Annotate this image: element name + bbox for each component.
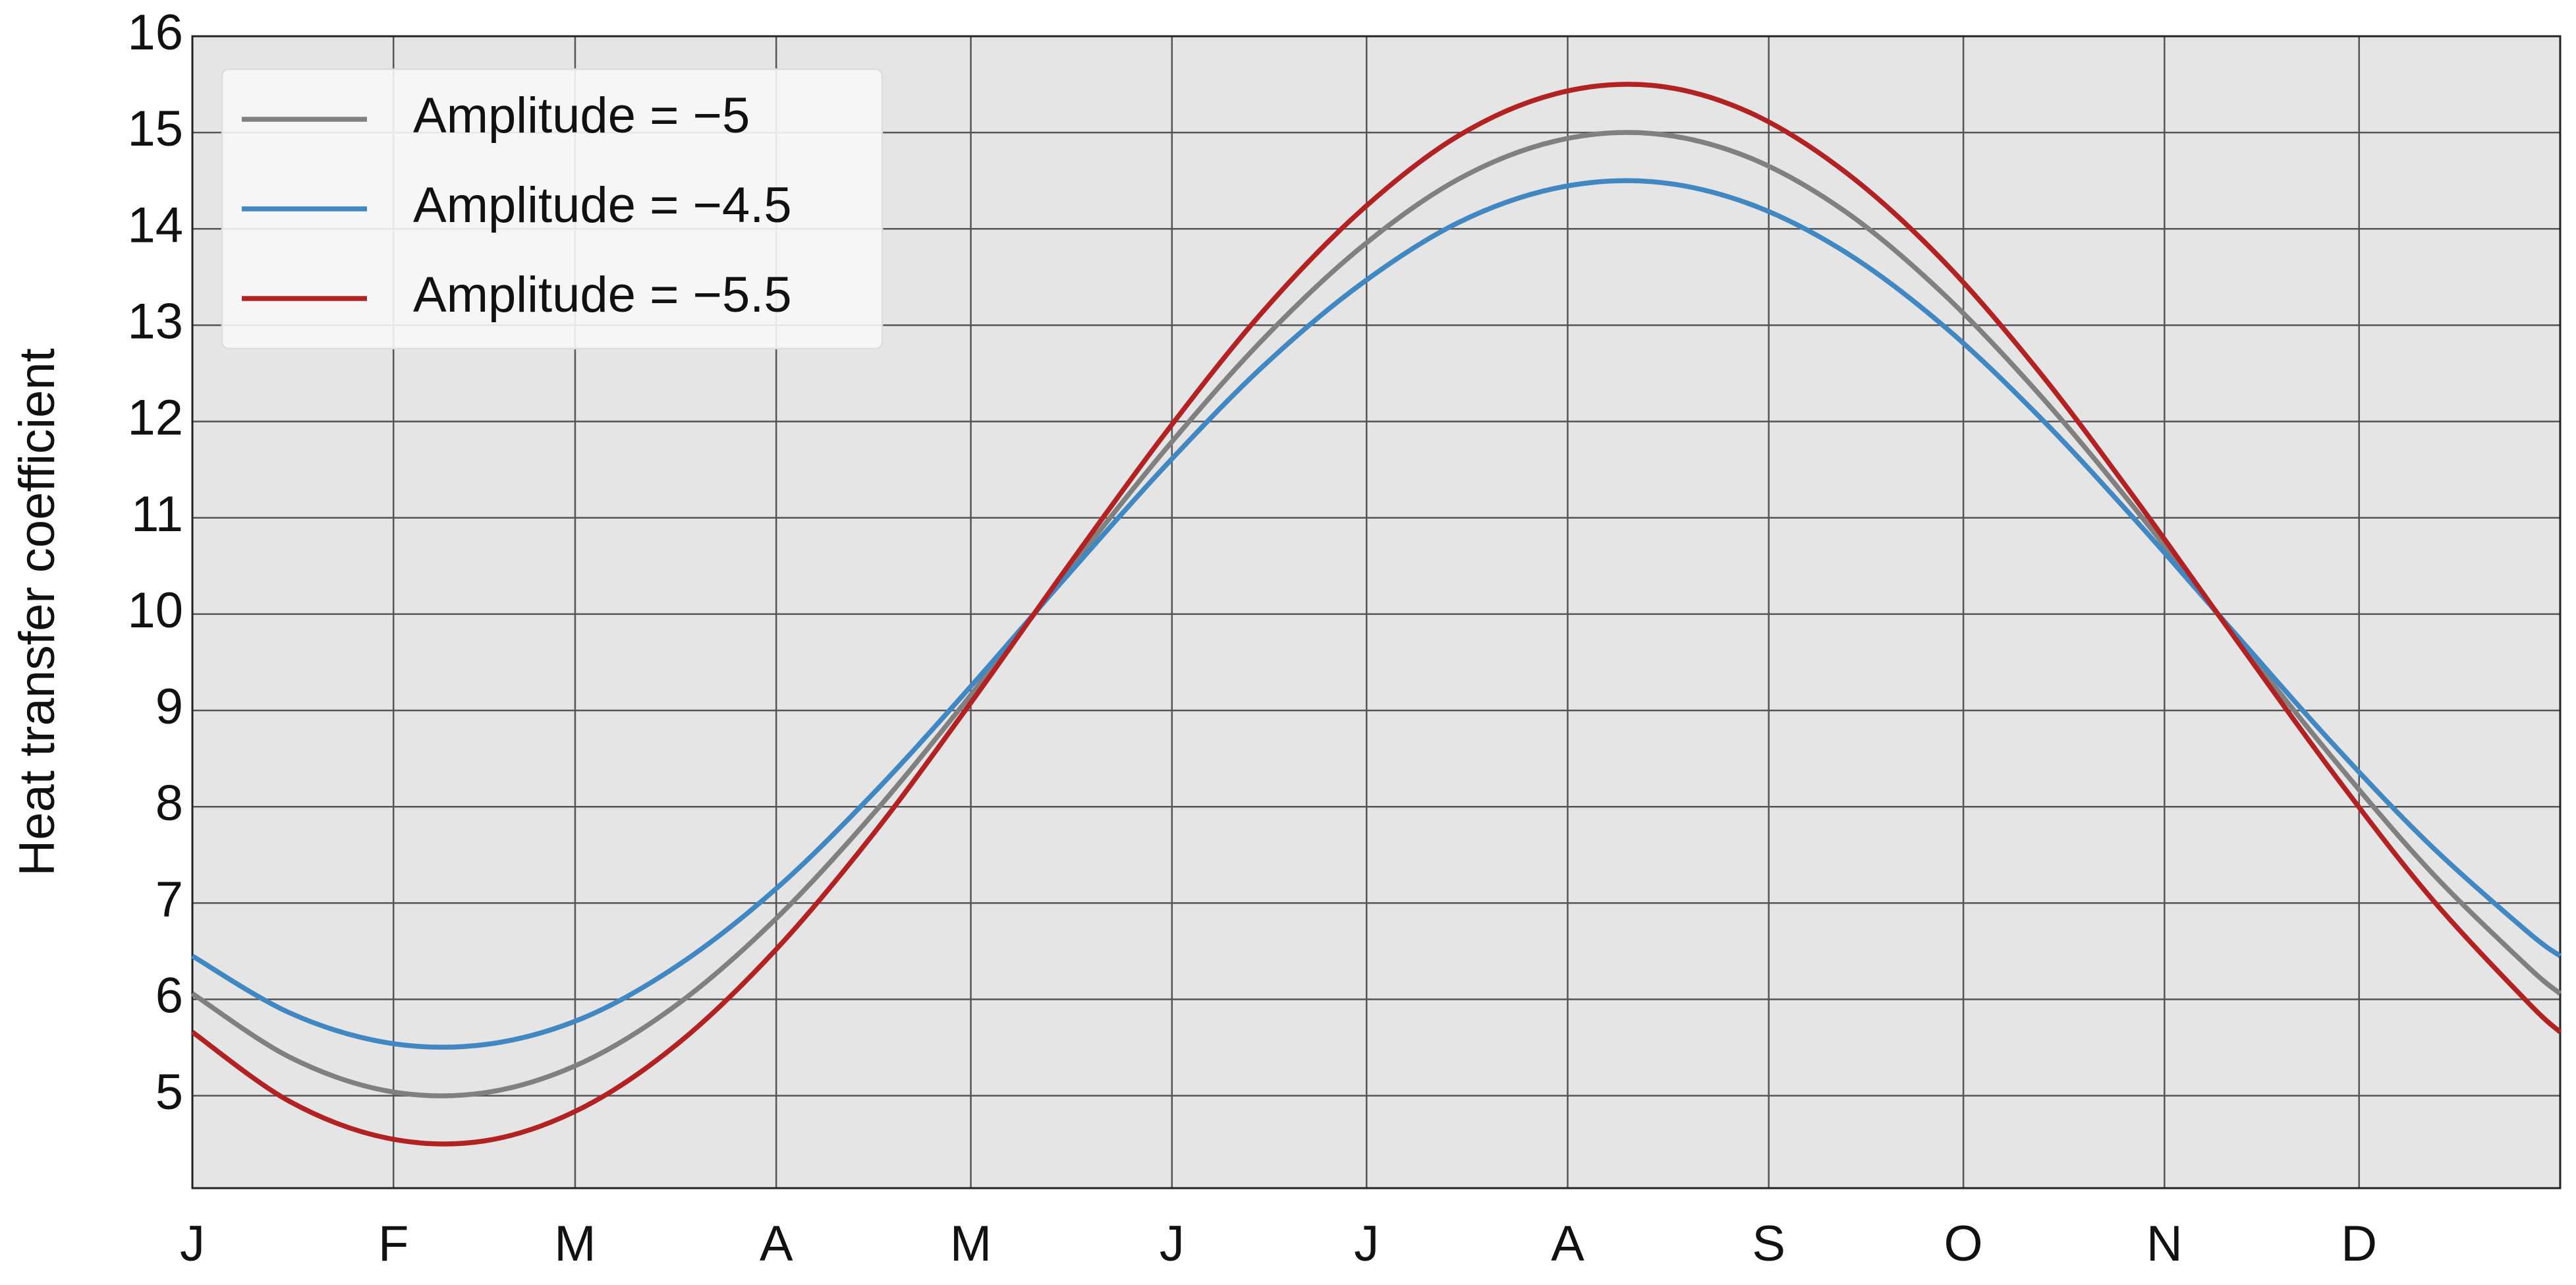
y-tick-label: 12 bbox=[127, 390, 183, 446]
y-tick-label: 5 bbox=[155, 1064, 183, 1120]
x-tick-label: F bbox=[378, 1216, 408, 1272]
x-tick-label: S bbox=[1752, 1216, 1785, 1272]
x-tick-label: O bbox=[1944, 1216, 1983, 1272]
y-tick-label: 11 bbox=[131, 486, 183, 542]
x-tick-label: J bbox=[1354, 1216, 1379, 1272]
y-tick-label: 16 bbox=[127, 5, 183, 61]
x-tick-label: A bbox=[760, 1216, 793, 1272]
y-tick-label: 8 bbox=[155, 775, 183, 831]
y-tick-label: 14 bbox=[127, 197, 183, 253]
legend-label: Amplitude = −5 bbox=[413, 88, 750, 144]
x-tick-label: A bbox=[1551, 1216, 1584, 1272]
x-tick-label: M bbox=[554, 1216, 596, 1272]
y-tick-label: 15 bbox=[127, 101, 183, 157]
y-axis-label: Heat transfer coefficient bbox=[9, 348, 65, 876]
legend-label: Amplitude = −5.5 bbox=[413, 267, 792, 323]
y-tick-label: 13 bbox=[127, 294, 183, 350]
x-tick-label: D bbox=[2341, 1216, 2377, 1272]
x-tick-label: J bbox=[1160, 1216, 1185, 1272]
y-tick-label: 9 bbox=[155, 679, 183, 735]
x-tick-label: J bbox=[180, 1216, 205, 1272]
legend-label: Amplitude = −4.5 bbox=[413, 177, 792, 233]
x-tick-label: N bbox=[2146, 1216, 2183, 1272]
y-tick-label: 10 bbox=[127, 583, 183, 639]
x-tick-label: M bbox=[950, 1216, 992, 1272]
series-line bbox=[190, 82, 2562, 1147]
y-tick-label: 7 bbox=[155, 871, 183, 927]
y-tick-label: 6 bbox=[155, 968, 183, 1024]
plot-frame bbox=[191, 35, 2562, 1189]
legend-box bbox=[221, 68, 883, 350]
